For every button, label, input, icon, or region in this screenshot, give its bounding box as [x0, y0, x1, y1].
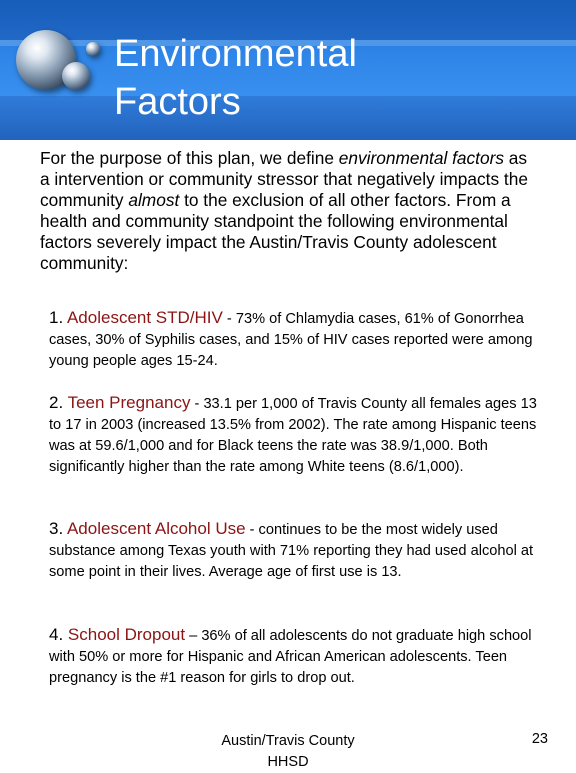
factor-body: - 73% of Chlamydia cases, 61% of Gonorrh… — [49, 311, 533, 369]
intro-emphasis-environmental-factors: environmental factors — [338, 148, 504, 168]
factor-body: – 36% of all adolescents do not graduate… — [49, 628, 532, 686]
factor-heading: Adolescent STD/HIV — [66, 308, 223, 327]
slide-content: For the purpose of this plan, we define … — [40, 148, 540, 274]
factor-number: 3. — [49, 519, 67, 538]
factor-body: - 33.1 per 1,000 of Travis County all fe… — [49, 396, 537, 475]
intro-emphasis-almost: almost — [128, 190, 180, 210]
slide-header: Environmental Factors — [0, 0, 576, 140]
intro-paragraph: For the purpose of this plan, we define … — [40, 148, 540, 274]
slide-title-line1: Environmental — [114, 33, 357, 75]
factor-number: 1. — [49, 308, 67, 327]
slide-title: Environmental Factors — [114, 30, 357, 126]
intro-text-a: For the purpose of this plan, we define — [40, 148, 339, 168]
intro-text-c: to the exclusion of all other factors. F… — [40, 190, 511, 273]
factor-item-teen-pregnancy: 2. Teen Pregnancy - 33.1 per 1,000 of Tr… — [49, 392, 539, 478]
factor-item-std-hiv: 1. Adolescent STD/HIV - 73% of Chlamydia… — [49, 307, 539, 372]
header-band-bottom — [0, 96, 576, 140]
factor-number: 2. — [49, 393, 68, 412]
factor-heading: Adolescent Alcohol Use — [66, 519, 246, 538]
intro-text-b: as a intervention or community stressor … — [40, 148, 528, 210]
header-band-top — [0, 0, 576, 40]
footer-line1: Austin/Travis County — [221, 733, 355, 749]
factor-heading: Teen Pregnancy — [67, 393, 191, 412]
factor-number: 4. — [49, 625, 68, 644]
page-number: 23 — [531, 731, 548, 747]
factor-heading: School Dropout — [67, 625, 186, 644]
factor-item-school-dropout: 4. School Dropout – 36% of all adolescen… — [49, 624, 539, 689]
decorative-sphere-small-icon — [62, 62, 90, 90]
decorative-sphere-tiny-icon — [86, 42, 100, 56]
header-band-highlight — [0, 40, 576, 46]
factor-body: - continues to be the most widely used s… — [49, 522, 534, 580]
factor-item-alcohol-use: 3. Adolescent Alcohol Use - continues to… — [49, 518, 539, 583]
slide-title-line2: Factors — [114, 81, 241, 123]
footer-line2: HHSD — [267, 754, 309, 770]
footer-organization: Austin/Travis County HHSD — [208, 731, 368, 773]
